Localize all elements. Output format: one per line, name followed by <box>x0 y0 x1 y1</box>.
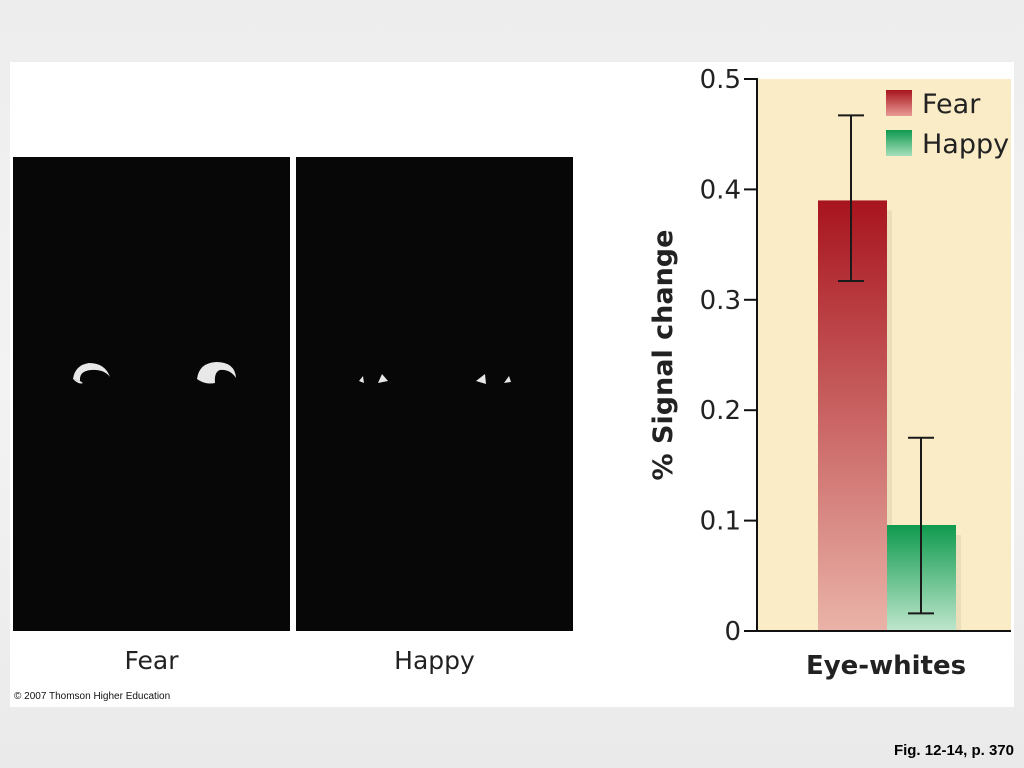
fear-image-label: Fear <box>124 646 179 675</box>
error-bar-fear <box>838 114 864 283</box>
happy-left-eye-white-a <box>359 376 364 383</box>
y-tick-label: 0.4 <box>700 175 741 205</box>
y-tick-label: 0.2 <box>700 396 741 426</box>
legend-swatch-happy <box>886 130 912 156</box>
happy-eye-whites-stimulus <box>359 374 511 384</box>
y-axis-label: % Signal change <box>648 230 679 481</box>
error-bar-happy <box>908 436 934 615</box>
legend-label-fear: Fear <box>922 89 981 120</box>
fear-right-eye-white <box>197 362 236 384</box>
fear-eye-whites-stimulus <box>73 362 236 384</box>
x-axis-label: Eye-whites <box>806 651 966 681</box>
legend-swatch-fear <box>886 90 912 116</box>
figure: Fear Happy © 2007 Thomson Higher Educati… <box>10 62 1014 707</box>
y-tick-label: 0 <box>724 617 741 647</box>
happy-right-eye-white-a <box>476 374 486 384</box>
happy-image-label: Happy <box>394 646 475 675</box>
y-tick-label: 0.1 <box>700 507 741 537</box>
fear-brain-image <box>13 157 290 631</box>
legend-label-happy: Happy <box>922 129 1009 160</box>
y-tick-label: 0.3 <box>700 286 741 316</box>
figure-caption: Fig. 12-14, p. 370 <box>893 742 1014 759</box>
fear-left-eye-white <box>73 363 110 381</box>
bar-fear <box>818 200 887 631</box>
happy-brain-image <box>296 157 573 631</box>
y-tick-label: 0.5 <box>700 65 741 95</box>
happy-left-eye-white-b <box>378 374 388 383</box>
signal-change-bar-chart: 0 0.1 0.2 0.3 0.4 0.5 % Signal change Eye-white… <box>648 65 1011 681</box>
copyright-notice: © 2007 Thomson Higher Education <box>14 691 171 702</box>
happy-right-eye-white-b <box>504 376 511 383</box>
